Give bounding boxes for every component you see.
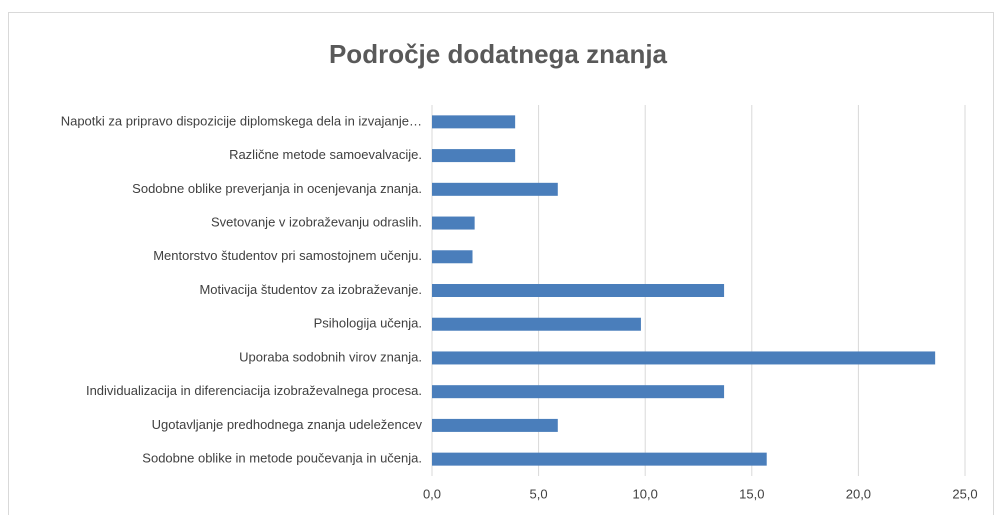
bar [432, 317, 641, 331]
bar [432, 385, 725, 399]
x-tick-label: 0,0 [423, 486, 441, 501]
bar [432, 452, 767, 466]
chart-border [8, 12, 994, 515]
bar [432, 115, 516, 129]
y-tick-label: Sodobne oblike in metode poučevanja in u… [142, 451, 422, 466]
y-tick-label: Različne metode samoevalvacije. [229, 147, 422, 162]
y-tick-label: Sodobne oblike preverjanja in ocenjevanj… [132, 181, 422, 196]
x-tick-label: 20,0 [846, 486, 871, 501]
bar [432, 216, 475, 230]
y-tick-label: Mentorstvo študentov pri samostojnem uče… [153, 248, 422, 263]
y-tick-label: Uporaba sodobnih virov znanja. [239, 349, 422, 364]
bar [432, 418, 558, 432]
x-tick-label: 10,0 [633, 486, 658, 501]
chart-title: Področje dodatnega znanja [329, 39, 668, 69]
y-tick-label: Svetovanje v izobraževanju odraslih. [211, 214, 422, 229]
y-tick-label: Motivacija študentov za izobraževanje. [199, 282, 422, 297]
x-tick-label: 15,0 [739, 486, 764, 501]
bar [432, 182, 558, 196]
x-tick-label: 5,0 [530, 486, 548, 501]
y-tick-label: Psihologija učenja. [314, 316, 422, 331]
x-tick-label: 25,0 [952, 486, 977, 501]
bar [432, 149, 516, 163]
y-tick-label: Ugotavljanje predhodnega znanja udeležen… [152, 417, 423, 432]
y-tick-label: Individualizacija in diferenciacija izob… [86, 383, 422, 398]
bar [432, 351, 936, 365]
bar [432, 284, 725, 297]
bar [432, 250, 473, 264]
y-tick-label: Napotki za pripravo dispozicije diplomsk… [61, 113, 422, 128]
